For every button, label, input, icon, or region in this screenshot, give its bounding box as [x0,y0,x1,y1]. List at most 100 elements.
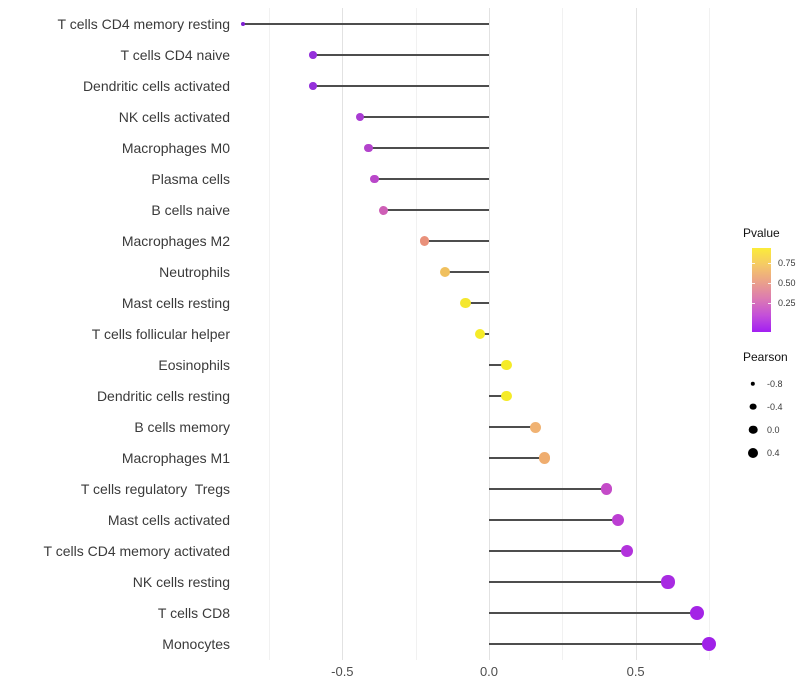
lollipop-point [460,297,471,309]
lollipop-stem [359,116,489,118]
category-label: T cells regulatory Tregs [80,481,230,497]
size-legend-item: -0.4 [743,395,800,418]
category-label: T cells CD4 memory resting [57,16,230,32]
lollipop-point [309,51,317,59]
colorbar-tick-mark [752,283,755,284]
category-label: Mast cells resting [121,295,230,311]
lollipop-stem [489,364,507,366]
category-label: Macrophages M2 [121,233,230,249]
category-label: NK cells resting [132,574,230,590]
category-label: Neutrophils [159,264,230,280]
lollipop-stem [489,612,698,614]
x-axis-tick-label: 0.5 [626,664,645,679]
lollipop-stem [489,643,709,645]
x-minor-gridline [269,8,271,660]
category-label: B cells memory [134,419,230,435]
lollipop-point [475,328,486,340]
colorbar-tick-mark [768,263,771,264]
pvalue-legend-title: Pvalue [743,226,780,240]
size-legend-dot [748,447,758,458]
size-legend-dot [750,381,756,386]
pearson-legend-title: Pearson [743,350,788,364]
lollipop-point [370,174,379,184]
x-minor-gridline [562,8,564,660]
lollipop-point [661,575,675,589]
lollipop-point [240,22,245,26]
lollipop-point [539,452,551,464]
x-axis-tick-label: 0.0 [479,664,499,679]
lollipop-stem [489,519,619,521]
category-label: T cells CD8 [157,605,230,621]
lollipop-stem [374,178,489,180]
lollipop-point [690,606,705,620]
category-label: T cells CD4 memory activated [43,543,230,559]
colorbar-tick-mark [768,303,771,304]
lollipop-stem [242,23,489,25]
lollipop-point [364,143,374,153]
lollipop-point [440,267,450,277]
category-label: Mast cells activated [107,512,230,528]
colorbar-tick-mark [752,263,755,264]
colorbar-tick-label: 0.50 [778,278,796,288]
lollipop-stem [489,395,507,397]
category-label: Monocytes [162,636,230,652]
lollipop-point [419,236,430,246]
x-major-gridline [635,8,637,660]
lollipop-stem [489,550,627,552]
lollipop-stem [313,85,489,87]
size-legend-item: 0.4 [743,441,800,464]
x-minor-gridline [708,8,710,660]
size-legend-label: -0.8 [767,378,783,389]
category-label: Macrophages M0 [121,140,230,156]
lollipop-stem [445,271,489,273]
lollipop-point [378,205,388,215]
lollipop-stem [489,581,668,583]
pvalue-color-legend: Pvalue 0.75 0.50 0.25 [743,226,799,332]
size-legend-item: 0.0 [743,418,800,441]
category-label: Dendritic cells activated [82,78,230,94]
category-label: Plasma cells [151,171,230,187]
pvalue-colorbar-gradient [752,248,771,332]
x-major-gridline [342,8,344,660]
lollipop-stem [368,147,489,149]
lollipop-stem [489,457,545,459]
lollipop-point [530,421,542,433]
size-legend-dot [748,425,758,434]
x-axis-tick-label: -0.5 [331,664,354,679]
category-label: T cells CD4 naive [120,47,230,63]
lollipop-point [612,514,625,526]
pearson-size-items: -0.8 -0.4 0.0 0.4 [743,372,800,464]
colorbar-tick-mark [768,283,771,284]
size-legend-label: -0.4 [767,401,783,412]
lollipop-stem [424,240,489,242]
size-legend-label: 0.0 [767,424,780,435]
x-major-gridline [489,8,490,660]
category-label: NK cells activated [118,109,230,125]
size-legend-item: -0.8 [743,372,800,395]
lollipop-point [620,544,634,558]
colorbar-tick-mark [752,303,755,304]
colorbar-tick-label: 0.75 [778,258,796,268]
lollipop-point [701,637,716,651]
size-legend-label: 0.4 [767,447,780,458]
lollipop-point [600,483,613,495]
category-label: T cells follicular helper [91,326,230,342]
category-label: Dendritic cells resting [96,388,230,404]
size-legend-dot [749,403,757,410]
lollipop-stem [383,209,489,211]
lollipop-stem [489,426,536,428]
pvalue-colorbar-wrap: 0.75 0.50 0.25 [752,248,799,332]
lollipop-point [309,82,317,90]
lollipop-point [355,112,365,122]
x-minor-gridline [415,8,417,660]
lollipop-stem [489,488,607,490]
category-label: Macrophages M1 [121,450,230,466]
pearson-size-legend: Pearson -0.8 -0.4 0.0 0.4 [743,350,800,464]
colorbar-tick-label: 0.25 [778,298,796,308]
category-label: Eosinophils [158,357,230,373]
category-label: B cells naive [151,202,230,218]
lollipop-point [501,390,512,402]
lollipop-stem [313,54,489,56]
lollipop-stem [465,302,489,304]
